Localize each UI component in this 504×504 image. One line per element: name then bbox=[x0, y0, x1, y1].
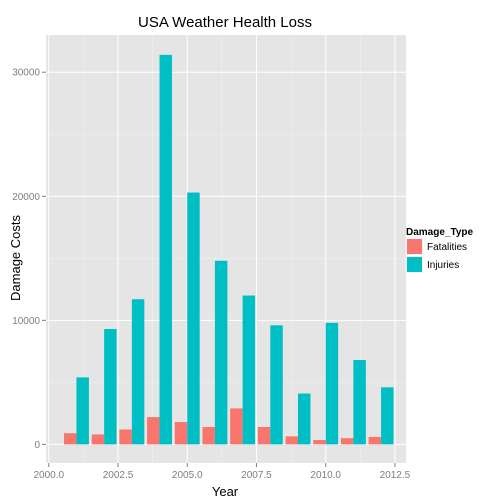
bar-fatalities-2003 bbox=[119, 429, 132, 445]
y-tick-label: 30000 bbox=[12, 68, 40, 79]
x-tick-label: 2005.0 bbox=[172, 470, 203, 481]
x-axis-title: Year bbox=[212, 484, 239, 499]
bar-injuries-2008 bbox=[270, 325, 283, 445]
bar-fatalities-2005 bbox=[174, 422, 188, 445]
bar-fatalities-2009 bbox=[285, 436, 298, 445]
y-tick-label: 0 bbox=[34, 440, 40, 451]
chart-title: USA Weather Health Loss bbox=[138, 14, 312, 31]
axis-ticks: 0 10000 20000 30000 2000.0 2002.5 2005.0 2007.5… bbox=[12, 68, 410, 481]
bar-injuries-2001 bbox=[76, 377, 89, 445]
bar-injuries-2003 bbox=[131, 299, 145, 445]
bar-fatalities-2001 bbox=[64, 433, 77, 445]
bar-fatalities-2002 bbox=[91, 434, 105, 445]
y-tick-label: 10000 bbox=[12, 316, 40, 327]
legend-key-fatalities bbox=[407, 239, 422, 254]
legend-label-injuries: Injuries bbox=[427, 260, 459, 271]
bar-fatalities-2004 bbox=[147, 417, 160, 445]
legend-title: Damage_Type bbox=[406, 227, 474, 238]
bar-injuries-2005 bbox=[187, 192, 200, 445]
legend-label-fatalities: Fatalities bbox=[427, 242, 467, 253]
bar-injuries-2004 bbox=[159, 54, 172, 445]
bars bbox=[64, 54, 394, 445]
bar-injuries-2012 bbox=[381, 387, 394, 445]
bar-injuries-2007 bbox=[242, 295, 256, 445]
x-tick-label: 2002.5 bbox=[103, 470, 134, 481]
bar-fatalities-2010 bbox=[313, 440, 326, 445]
bar-fatalities-2008 bbox=[257, 427, 271, 445]
y-tick-label: 20000 bbox=[12, 192, 40, 203]
bar-fatalities-2006 bbox=[202, 427, 215, 445]
bar-injuries-2009 bbox=[298, 393, 311, 445]
legend-key-injuries bbox=[407, 257, 422, 272]
x-tick-label: 2000.0 bbox=[33, 470, 64, 481]
x-tick-label: 2010.0 bbox=[310, 470, 341, 481]
x-tick-label: 2012.5 bbox=[380, 470, 411, 481]
bar-fatalities-2011 bbox=[340, 438, 354, 445]
bar-fatalities-2012 bbox=[368, 436, 382, 445]
bar-injuries-2006 bbox=[214, 260, 228, 445]
bar-injuries-2010 bbox=[325, 322, 339, 445]
bar-injuries-2011 bbox=[353, 360, 366, 445]
bar-injuries-2002 bbox=[104, 329, 117, 445]
y-axis-title: Damage Costs bbox=[8, 215, 23, 301]
bar-fatalities-2007 bbox=[230, 408, 243, 445]
legend: Damage_Type Fatalities Injuries bbox=[405, 227, 474, 274]
x-tick-label: 2007.5 bbox=[241, 470, 272, 481]
